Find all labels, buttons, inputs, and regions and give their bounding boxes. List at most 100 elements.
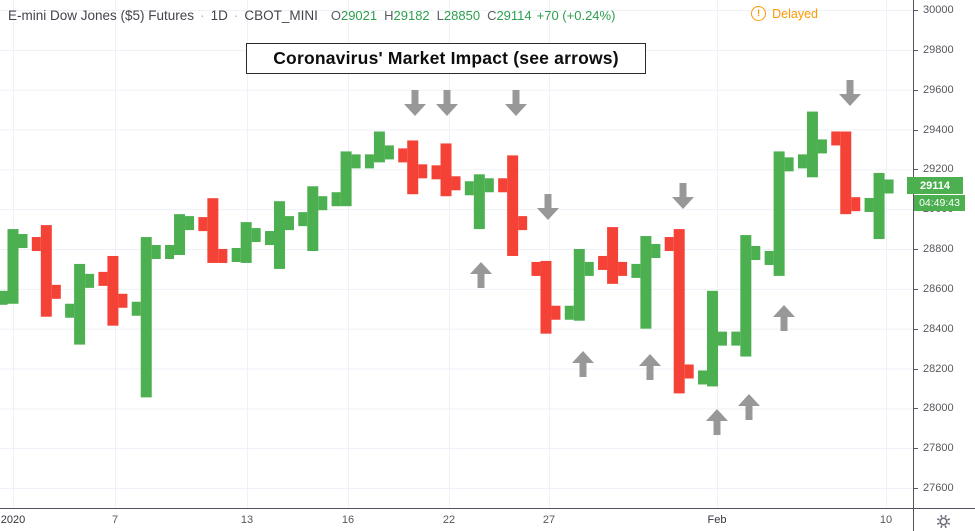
bar-open-tick [198, 217, 208, 232]
price-axis-label: 29400 [923, 123, 954, 136]
time-axis-label: 16 [341, 514, 355, 526]
bar-range [573, 249, 585, 321]
bar-close-tick [118, 293, 128, 308]
ohlc-bar-feb-3[interactable] [698, 290, 728, 387]
ohlc-chart-canvas[interactable] [0, 0, 913, 508]
bar-range [307, 186, 319, 251]
ohlc-bar-jan-8[interactable] [131, 237, 161, 398]
annotation-text-box[interactable]: Coronavirus' Market Impact (see arrows) [246, 43, 646, 74]
bar-range [7, 229, 19, 304]
ohlc-bar-jan-14[interactable] [264, 201, 294, 269]
bar-close-tick [185, 216, 195, 231]
price-axis-tick [914, 169, 918, 171]
ohlc-bar-jan-30[interactable] [631, 236, 661, 329]
ohlc-bar-jan-24[interactable] [498, 155, 528, 256]
time-axis-label: 10 [879, 514, 893, 526]
up-arrow-icon[interactable] [572, 351, 594, 377]
down-arrow-icon[interactable] [436, 90, 458, 116]
bar-close-tick [618, 261, 628, 276]
up-arrow-icon[interactable] [773, 305, 795, 331]
ohlc-bar-jan-10[interactable] [198, 198, 228, 263]
price-axis-label: 27600 [923, 482, 954, 494]
ohlc-values: O29021 H29182 L28850 C29114 [331, 8, 532, 23]
ohlc-bar-jan-17[interactable] [364, 131, 394, 169]
bar-close-tick [718, 331, 728, 346]
up-arrow-icon[interactable] [706, 409, 728, 435]
price-pane[interactable]: E-mini Dow Jones ($5) Futures · 1D · CBO… [0, 0, 913, 508]
down-arrow-icon[interactable] [404, 90, 426, 116]
ohlc-bar-jan-21[interactable] [398, 140, 428, 195]
bar-close-tick [218, 248, 228, 263]
down-arrow-icon[interactable] [505, 90, 527, 116]
bar-range [673, 229, 685, 394]
bar-open-tick [864, 197, 874, 212]
down-arrow-icon[interactable] [839, 80, 861, 106]
bar-open-tick [298, 212, 308, 227]
annotation-text: Coronavirus' Market Impact (see arrows) [273, 48, 619, 68]
ohlc-bar-feb-10[interactable] [864, 172, 894, 240]
bar-open-tick [231, 247, 241, 262]
ohlc-bar-jan-23[interactable] [464, 174, 494, 230]
bar-open-tick [564, 305, 574, 320]
bar-countdown-badge: 04:49:43 [914, 194, 965, 211]
up-arrow-icon[interactable] [738, 394, 760, 420]
bar-range [174, 214, 186, 255]
bar-close-tick [784, 157, 794, 172]
ohlc-bar-jan-22[interactable] [431, 143, 461, 197]
up-arrow-icon[interactable] [639, 354, 661, 380]
high-label: H [384, 7, 394, 23]
price-axis-tick [914, 288, 918, 290]
price-axis[interactable]: 2760027800280002820028400286002880029000… [907, 0, 975, 508]
ohlc-bar-jan-3[interactable] [31, 225, 61, 317]
delayed-badge[interactable]: ! Delayed [751, 6, 818, 21]
bar-open-tick [531, 261, 541, 276]
symbol-title[interactable]: E-mini Dow Jones ($5) Futures [8, 7, 195, 23]
chart-settings-button[interactable] [932, 512, 954, 530]
ohlc-bar-jan-16[interactable] [331, 151, 361, 207]
bar-open-tick [598, 255, 608, 270]
ohlc-bar-jan-28[interactable] [564, 249, 594, 321]
price-axis-label: 27800 [923, 442, 954, 455]
ohlc-bar-jan-15[interactable] [298, 186, 328, 251]
up-arrow-icon[interactable] [470, 262, 492, 288]
bar-range [707, 290, 719, 387]
bar-range [773, 151, 785, 276]
close-label: C [487, 7, 497, 23]
ohlc-bar-jan-29[interactable] [598, 227, 628, 284]
bar-open-tick [0, 290, 8, 305]
price-axis-tick [914, 89, 918, 91]
ohlc-bar-jan-31[interactable] [664, 229, 694, 394]
high-value: 29182 [393, 7, 430, 23]
ohlc-bar-jan-2[interactable] [0, 229, 28, 305]
ohlc-bar-feb-6[interactable] [797, 111, 827, 178]
price-axis-tick [914, 408, 918, 410]
ohlc-bar-feb-7[interactable] [831, 131, 861, 215]
ohlc-bar-jan-6[interactable] [65, 263, 95, 345]
ohlc-bar-feb-5[interactable] [764, 151, 794, 276]
price-axis-tick [914, 129, 918, 131]
bar-close-tick [51, 284, 61, 299]
bar-close-tick [451, 176, 461, 191]
ohlc-bar-jan-27[interactable] [531, 260, 561, 334]
open-label: O [330, 7, 341, 23]
legend-separator: · [200, 7, 205, 23]
down-arrow-icon[interactable] [672, 183, 694, 209]
bar-range [507, 155, 519, 256]
bar-close-tick [18, 234, 28, 249]
down-arrow-icon[interactable] [537, 194, 559, 220]
interval-label[interactable]: 1D [210, 7, 228, 23]
ohlc-bar-jan-13[interactable] [231, 222, 261, 263]
price-axis-tick [914, 368, 918, 370]
time-axis[interactable]: 2020 7 13 16 22 27 Feb 10 [0, 508, 975, 531]
ohlc-bar-feb-4[interactable] [731, 235, 761, 357]
bar-close-tick [384, 145, 394, 160]
ohlc-bar-jan-7[interactable] [98, 255, 128, 326]
bar-range [240, 222, 252, 263]
bar-close-tick [85, 273, 95, 288]
price-axis-tick [914, 488, 918, 489]
ohlc-bar-jan-9[interactable] [165, 214, 195, 259]
bar-open-tick [165, 244, 175, 259]
bar-range [640, 236, 652, 329]
low-value: 28850 [443, 7, 481, 23]
bar-open-tick [831, 131, 841, 146]
